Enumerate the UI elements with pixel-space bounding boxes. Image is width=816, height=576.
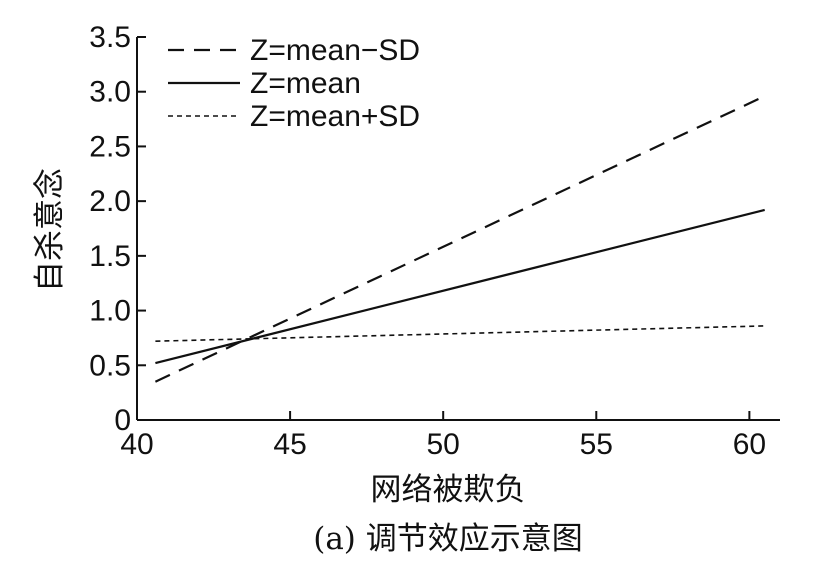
x-axis-title: 网络被欺负 (371, 472, 526, 508)
x-tick-label: 45 (273, 428, 306, 461)
x-tick-label: 60 (733, 428, 766, 461)
y-axis-title: 自杀意念 (32, 168, 68, 292)
series-line (154, 95, 766, 383)
legend-label: Z=mean−SD (250, 34, 420, 67)
series-line (155, 208, 765, 365)
y-tick-label: 1.5 (89, 240, 131, 273)
series-line (155, 325, 765, 342)
legend-label: Z=mean+SD (250, 100, 420, 133)
legend-label: Z=mean (250, 67, 361, 100)
y-tick-label: 0.5 (89, 349, 131, 382)
y-tick-label: 2.0 (89, 185, 131, 218)
x-tick-label: 55 (580, 428, 613, 461)
y-tick-label: 3.5 (89, 21, 131, 54)
figure-caption: (a) 调节效应示意图 (313, 521, 583, 557)
x-tick-label: 40 (120, 428, 153, 461)
series-lines (154, 95, 766, 383)
x-tick-label: 50 (427, 428, 460, 461)
y-tick-label: 1.0 (89, 295, 131, 328)
axes (136, 37, 780, 421)
ticks: 0 0.5 1.0 1.5 2.0 2.5 3.0 3.5 40 45 50 55 60 (89, 21, 766, 461)
y-tick-label: 3.0 (89, 76, 131, 109)
y-tick-label: 2.5 (89, 130, 131, 163)
y-tick-label: 0 (114, 404, 131, 437)
